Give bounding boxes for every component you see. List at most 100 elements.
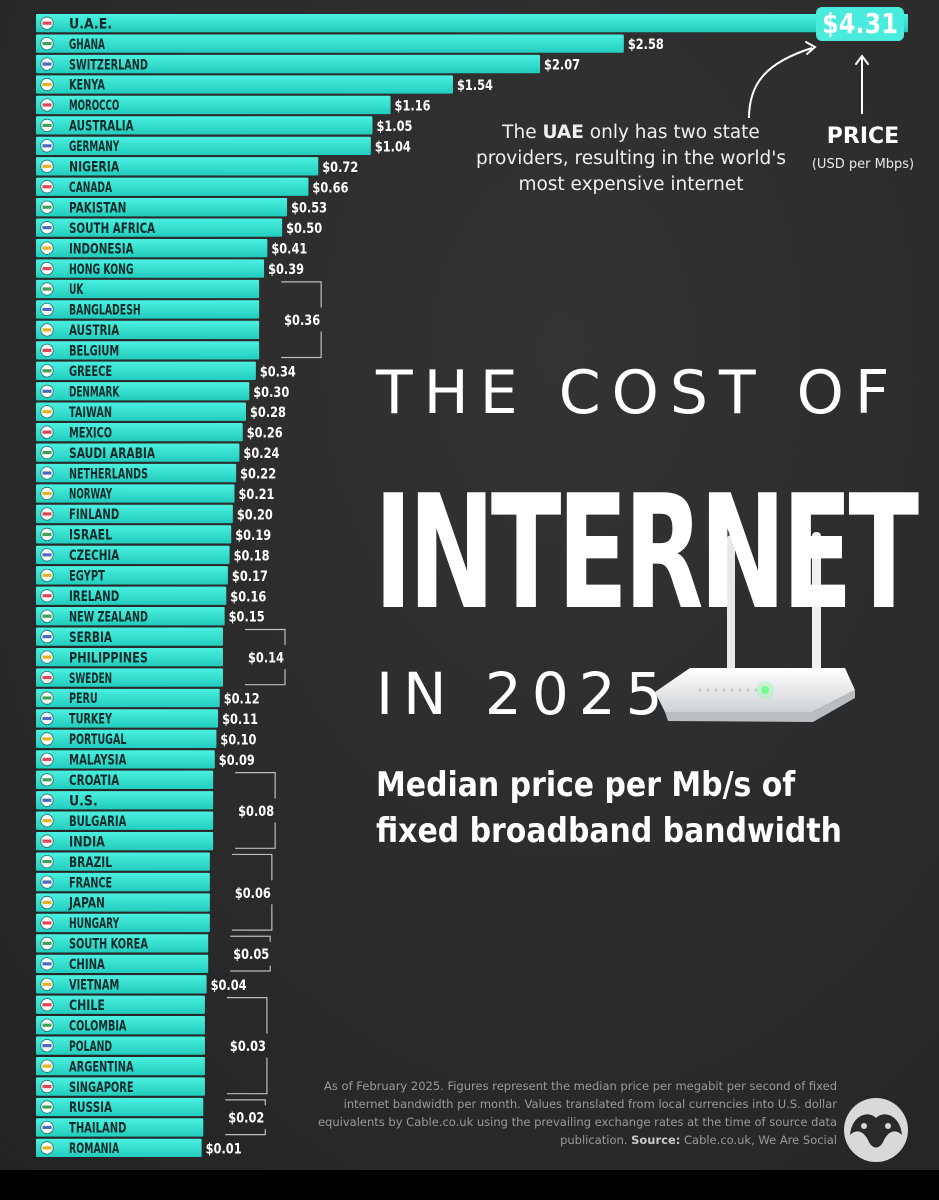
bar-row: SAUDI ARABIA $0.24 [36,443,279,462]
group-value-label: $0.06 [235,886,271,902]
bar [36,709,219,728]
country-flag-stripe [42,164,52,168]
country-flag-stripe [42,778,52,782]
value-label: $0.22 [240,467,276,483]
country-label: AUSTRIA [69,323,119,339]
legend-title: PRICE [826,124,900,149]
bar-row: POLAND [36,1036,205,1055]
bar [36,688,220,708]
bar [36,34,624,53]
country-flag-stripe [42,82,52,87]
bar-row: NETHERLANDS $0.22 [36,463,276,483]
bar-row: SOUTH AFRICA $0.50 [36,218,322,237]
bracket-line [230,935,271,972]
bracket-line [225,1099,266,1136]
group-bracket: $0.02 [225,1099,266,1136]
annotation-before: The [502,122,543,143]
bar-row: HONG KONG $0.39 [36,259,304,278]
country-flag-stripe [42,696,52,700]
bar [36,95,391,115]
group-bracket: $0.03 [226,997,268,1095]
bottom-band [0,1170,939,1200]
country-flag-stripe [42,512,52,516]
country-label: CHINA [69,957,105,973]
bar [36,1077,205,1096]
bar [36,116,373,135]
country-label: SOUTH KOREA [69,937,148,953]
group-value-label: $0.03 [230,1039,266,1055]
country-flag-stripe [42,880,52,884]
country-flag-stripe [42,62,52,66]
bar [36,893,210,912]
bar-row: INDONESIA $0.41 [36,238,307,258]
country-label: ROMANIA [69,1141,119,1157]
bar-row: UK [36,279,260,299]
bar [36,770,214,789]
value-label: $0.16 [230,589,266,605]
country-label: NETHERLANDS [69,466,148,482]
country-label: CZECHIA [69,548,119,564]
value-label: $0.11 [222,712,258,728]
bar [36,872,210,892]
country-flag-stripe [42,635,52,639]
value-label: $0.26 [247,426,283,442]
country-label: POLAND [69,1039,112,1055]
group-bracket: $0.36 [281,281,322,359]
country-flag-stripe [42,348,52,352]
country-flag-stripe [42,941,52,945]
country-flag-stripe [42,737,52,741]
bar-row: IRELAND $0.16 [36,586,266,605]
annotation-highlight: UAE [542,122,584,143]
bar-row: NEW ZEALAND $0.15 [36,607,265,626]
value-label: $0.41 [271,242,307,258]
bar [36,525,232,544]
country-label: ISRAEL [69,528,112,544]
country-flag-stripe [42,716,52,721]
country-label: EGYPT [69,569,105,585]
bar-row: CROATIA [36,770,214,789]
value-label: $0.21 [238,487,274,503]
country-label: INDONESIA [69,241,134,257]
group-value-label: $0.05 [233,947,269,963]
annotation-after: only has two state providers, resulting … [476,122,786,195]
country-flag-stripe [42,1003,52,1007]
country-flag-stripe [42,491,52,496]
bar [36,811,214,830]
country-label: PORTUGAL [69,732,126,748]
value-label: $0.53 [291,201,327,217]
bar [36,1138,202,1158]
country-flag-stripe [42,123,52,127]
value-label: $0.30 [253,385,289,401]
bar [36,607,225,626]
bar [36,136,371,155]
bar [36,279,260,299]
bar [36,545,230,564]
country-flag-stripe [42,42,52,46]
country-flag-stripe [42,1146,52,1150]
bar [36,566,228,585]
group-bracket: $0.05 [230,935,271,972]
bar-row: VIETNAM $0.04 [36,975,247,994]
bar [36,975,207,994]
bar-row: CHILE [36,995,205,1014]
bar-row: SOUTH KOREA [36,934,209,953]
bar [36,913,210,933]
bracket-line [235,772,276,849]
country-label: HUNGARY [69,916,120,932]
bar-row: FRANCE [36,872,210,892]
value-label: $2.07 [544,58,580,74]
bar [36,954,209,973]
bar-row: PAKISTAN $0.53 [36,198,327,217]
bar-row: EGYPT $0.17 [36,566,268,585]
legend-unit: (USD per Mbps) [811,157,915,172]
value-label: $4.31 [822,7,898,40]
country-flag-stripe [42,982,52,986]
bar-chart: U.A.E. $4.31 GHANA $2.58 SWITZERLAND $2.07 KEN… [36,7,908,1162]
country-label: BANGLADESH [69,303,141,319]
bar-row: PERU $0.12 [36,688,260,708]
country-label: MALAYSIA [69,753,127,769]
bar-row: CZECHIA $0.18 [36,545,270,564]
bar [36,75,453,94]
title-line-1: THE COST OF [376,358,901,428]
country-label: SERBIA [69,630,112,646]
